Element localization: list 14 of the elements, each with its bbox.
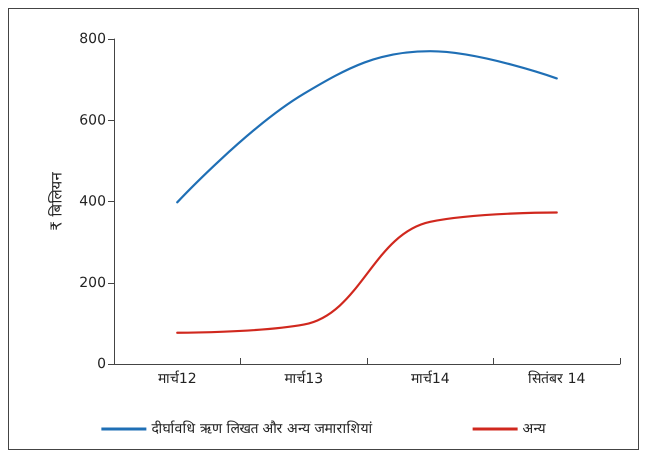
x-tick-label: मार्च12 <box>158 370 197 387</box>
y-tick-label: 0 <box>97 356 106 372</box>
x-tick-label: मार्च13 <box>284 370 324 387</box>
y-tick-label: 200 <box>79 274 106 291</box>
legend-label: अन्य <box>522 421 547 437</box>
x-tick-label: सितंबर 14 <box>528 370 586 387</box>
legend-label: दीर्घावधि ऋण लिखत और अन्य जमाराशियां <box>151 420 373 437</box>
y-tick-label: 800 <box>79 31 106 47</box>
x-tick-label: मार्च14 <box>410 370 450 387</box>
line-series <box>176 50 558 204</box>
y-axis-title: ₹ बिलियन <box>48 171 66 231</box>
y-tick-label: 600 <box>79 112 106 128</box>
line-series <box>176 211 558 334</box>
y-tick-label: 400 <box>79 194 106 210</box>
